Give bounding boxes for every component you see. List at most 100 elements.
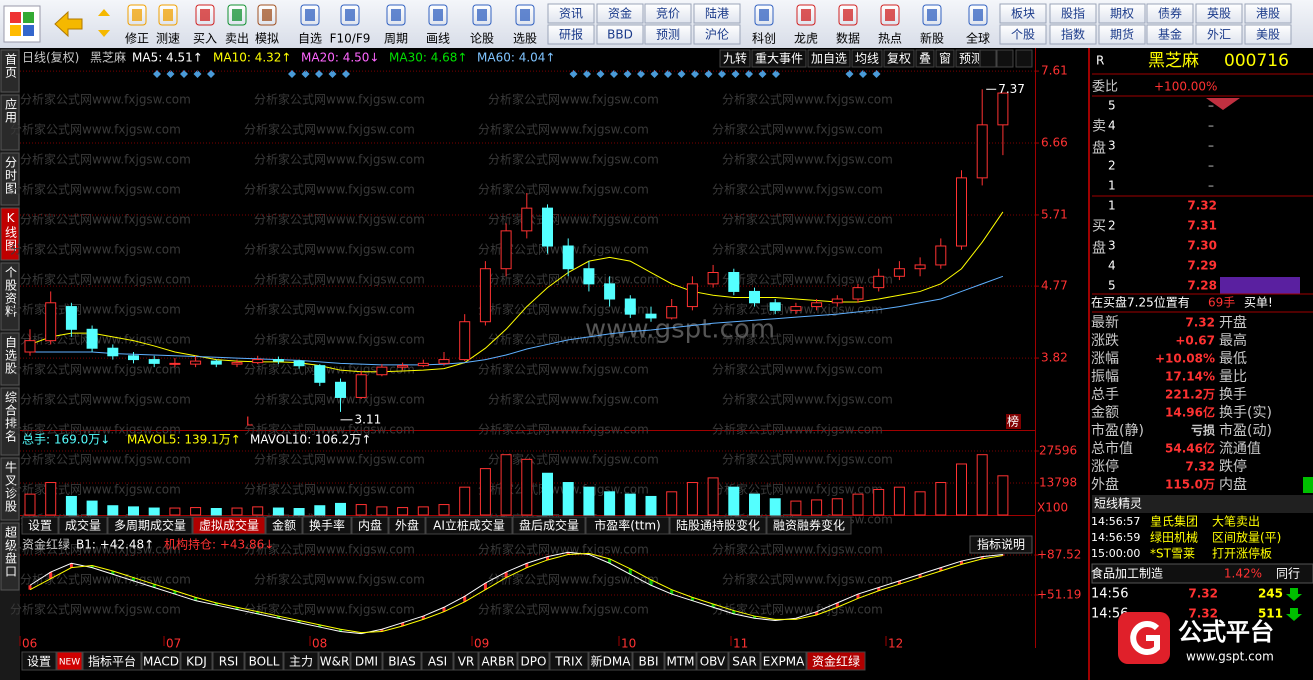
toolbar-button[interactable]: [1244, 3, 1292, 24]
bottom-tab[interactable]: [728, 651, 761, 671]
indicator-tab-label[interactable]: 成交量: [65, 518, 101, 533]
toolbar-button-label[interactable]: 竞价: [656, 7, 680, 21]
toolbar-button-label[interactable]: BBD: [607, 28, 633, 42]
side-tab-label[interactable]: 个股资料: [4, 266, 18, 318]
bottom-tab[interactable]: [478, 651, 518, 671]
indicator-tab[interactable]: [669, 516, 767, 535]
menu-icon[interactable]: [3, 5, 41, 43]
bottom-tab[interactable]: [56, 651, 83, 671]
bottom-tab-label[interactable]: KDJ: [186, 655, 207, 669]
bottom-tab[interactable]: [141, 651, 181, 671]
indicator-tab[interactable]: [107, 516, 193, 535]
adjust-arrows[interactable]: [98, 9, 110, 37]
bottom-tab-label[interactable]: EXPMA: [763, 655, 805, 669]
chart-tool[interactable]: [719, 49, 751, 68]
chart-tool-icon[interactable]: [979, 49, 997, 68]
toolbar-label[interactable]: 修正: [125, 31, 149, 46]
toolbar-button[interactable]: [1049, 3, 1097, 24]
bottom-tab-label[interactable]: MACD: [143, 655, 179, 669]
indicator-tab[interactable]: [302, 516, 352, 535]
toolbar-button-label[interactable]: 英股: [1207, 7, 1231, 21]
side-tab-label[interactable]: 分时图: [4, 156, 18, 195]
side-tab-label[interactable]: 超级盘口: [4, 525, 18, 578]
side-tab-label[interactable]: 首页: [4, 53, 18, 79]
toolbar-button-label[interactable]: 沪伦: [705, 27, 729, 42]
side-tab[interactable]: [0, 152, 20, 206]
bottom-tab-label[interactable]: MTM: [666, 655, 694, 669]
toolbar-button-label[interactable]: 陆港: [705, 6, 729, 21]
chart-tool[interactable]: [751, 49, 807, 68]
bottom-tab-label[interactable]: 新DMA: [591, 654, 632, 669]
indicator-tab-label[interactable]: 陆股通持股变化: [676, 518, 760, 533]
toolbar-button[interactable]: [547, 24, 595, 45]
toolbar-label[interactable]: 龙虎: [794, 32, 818, 46]
toolbar-label[interactable]: 自选: [298, 32, 322, 46]
chart-tool-icon[interactable]: [996, 49, 1014, 68]
bottom-tab-label[interactable]: ASI: [428, 655, 447, 669]
side-tab[interactable]: [0, 94, 20, 151]
toolbar-button[interactable]: [1244, 24, 1292, 45]
bottom-tab[interactable]: [806, 651, 866, 671]
bottom-tab-label[interactable]: OBV: [700, 655, 726, 669]
bottom-tab-label[interactable]: BBI: [638, 655, 658, 669]
chart-tool-label[interactable]: 复权: [887, 52, 911, 66]
toolbar-label[interactable]: 科创: [752, 32, 776, 46]
bottom-tab-label[interactable]: 资金红绿: [812, 654, 860, 669]
bottom-tab-label[interactable]: ARBR: [481, 655, 514, 669]
bottom-tab-label[interactable]: VR: [458, 655, 475, 669]
bottom-tab-label[interactable]: DMI: [355, 655, 378, 669]
side-tab[interactable]: [0, 49, 20, 93]
toolbar-button-label[interactable]: 基金: [1158, 27, 1182, 42]
indicator-tab[interactable]: [351, 516, 389, 535]
toolbar-button-label[interactable]: 研报: [559, 27, 583, 42]
toolbar-label[interactable]: F10/F9: [330, 32, 371, 46]
toolbar-label[interactable]: 买入: [193, 32, 217, 46]
bottom-tab[interactable]: [244, 651, 284, 671]
chart-tool-label[interactable]: 叠: [919, 52, 931, 66]
side-tab[interactable]: [0, 387, 20, 456]
chart-tool-label[interactable]: 窗: [939, 52, 951, 66]
bottom-tab-label[interactable]: RSI: [219, 655, 239, 669]
indicator-tab[interactable]: [265, 516, 303, 535]
bottom-tab[interactable]: [382, 651, 422, 671]
indicator-tab-label[interactable]: 市盈率(ttm): [594, 518, 660, 533]
bottom-tab[interactable]: [588, 651, 633, 671]
toolbar-label[interactable]: 新股: [920, 31, 944, 46]
indicator-tab-label[interactable]: 内盘: [358, 518, 382, 533]
indicator-help-label[interactable]: 指标说明: [977, 537, 1025, 552]
bottom-tab[interactable]: [283, 651, 319, 671]
toolbar-label[interactable]: 选股: [513, 32, 537, 46]
chart-tool-label[interactable]: 重大事件: [755, 52, 803, 66]
toolbar-button-label[interactable]: 板块: [1011, 7, 1035, 21]
toolbar-button-label[interactable]: 美股: [1256, 28, 1280, 42]
side-tab-label[interactable]: 自选股: [4, 336, 18, 375]
toolbar-button-label[interactable]: 股指: [1061, 6, 1085, 21]
chart-tool-label[interactable]: 九转: [723, 51, 747, 66]
side-tab-label[interactable]: 应用: [4, 97, 18, 124]
bottom-tab[interactable]: [760, 651, 807, 671]
toolbar-label[interactable]: 数据: [836, 31, 860, 46]
chart-tool[interactable]: [851, 49, 883, 68]
chart-tool-label[interactable]: 加自选: [811, 52, 847, 66]
toolbar-button[interactable]: [693, 24, 741, 45]
toolbar-button[interactable]: [644, 24, 692, 45]
side-tab[interactable]: [0, 522, 20, 591]
bottom-tab[interactable]: [632, 651, 665, 671]
indicator-tab-label[interactable]: 盘后成交量: [519, 518, 579, 533]
indicator-tab[interactable]: [585, 516, 670, 535]
indicator-tab-label[interactable]: 设置: [28, 519, 52, 533]
industry-peers[interactable]: 同行: [1276, 567, 1300, 581]
bottom-tab[interactable]: [421, 651, 454, 671]
chart-tool-icon[interactable]: [1015, 49, 1033, 68]
toolbar-button[interactable]: [1146, 24, 1194, 45]
indicator-tab[interactable]: [192, 516, 266, 535]
toolbar-button-label[interactable]: 外汇: [1207, 28, 1231, 42]
side-tab-label[interactable]: 牛叉诊股: [4, 460, 18, 513]
side-tab[interactable]: [0, 332, 20, 386]
bottom-tab[interactable]: [212, 651, 245, 671]
bottom-tab[interactable]: [180, 651, 213, 671]
chart-tool[interactable]: [807, 49, 851, 68]
chart-tool[interactable]: [883, 49, 915, 68]
toolbar-button[interactable]: [596, 3, 644, 24]
toolbar-button-label[interactable]: 资讯: [559, 7, 583, 21]
